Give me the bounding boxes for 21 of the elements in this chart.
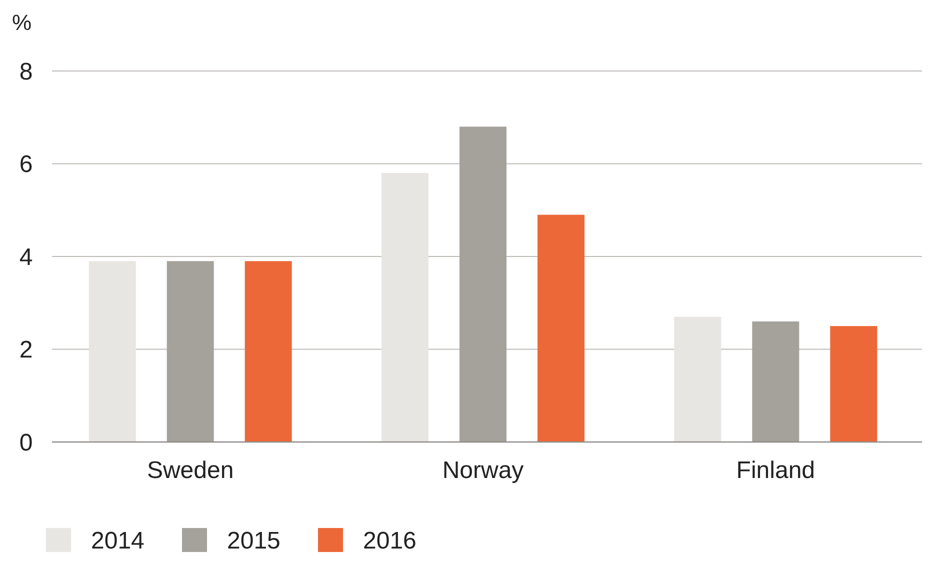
legend-label: 2016 xyxy=(363,527,416,554)
bar xyxy=(88,261,136,442)
y-tick-label: 4 xyxy=(19,244,33,271)
bar xyxy=(752,321,800,442)
bar xyxy=(830,326,878,442)
y-tick-label: 6 xyxy=(19,151,33,178)
legend-label: 2015 xyxy=(227,527,280,554)
legend-label: 2014 xyxy=(91,527,144,554)
y-axis-title: % xyxy=(12,10,32,35)
bar xyxy=(674,316,722,442)
x-tick-label: Sweden xyxy=(146,457,234,484)
bar xyxy=(460,126,506,442)
y-tick-label: 8 xyxy=(19,58,33,86)
y-tick-label: 2 xyxy=(19,336,33,364)
y-tick-label: 0 xyxy=(19,429,33,456)
bar xyxy=(244,261,292,442)
x-tick-label: Norway xyxy=(442,457,524,484)
bar xyxy=(538,214,584,442)
bar xyxy=(382,173,428,442)
bar xyxy=(166,261,214,442)
x-tick-label: Finland xyxy=(736,457,816,484)
